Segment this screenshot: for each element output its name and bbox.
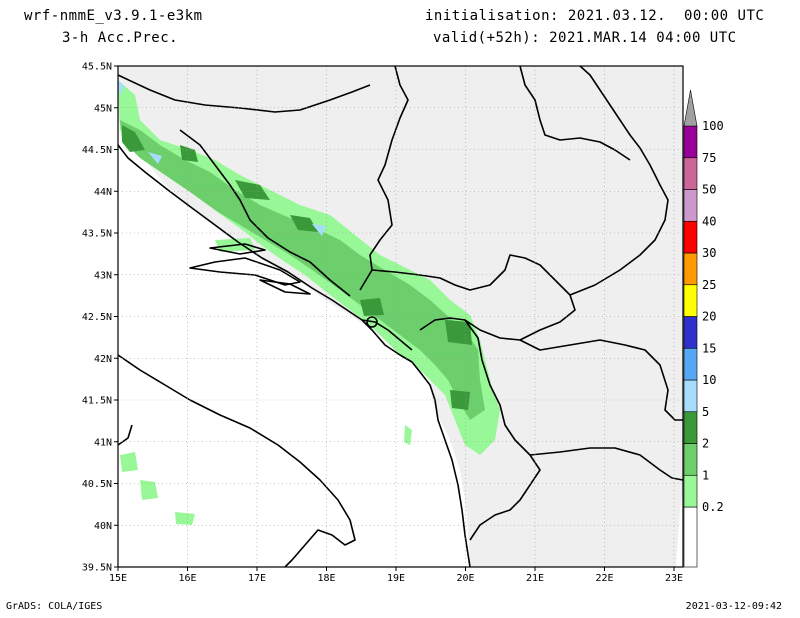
border-serbia-montenegro: [371, 254, 576, 341]
lon-tick-label: 22E: [595, 573, 613, 584]
precip-light-2: [120, 238, 412, 525]
lat-tick-label: 43.5N: [82, 229, 112, 240]
legend-swatch: [683, 474, 698, 508]
island-3: [259, 279, 311, 295]
lat-tick-label: 41N: [94, 437, 112, 448]
lat-tick-label: 42.5N: [82, 312, 112, 323]
lat-tick-label: 44N: [94, 187, 112, 198]
precip-moderate: [120, 120, 485, 420]
legend-label: 10: [702, 373, 716, 387]
borders: [117, 65, 684, 568]
longitude-axis: 15E 16E 17E 18E 19E 20E 21E 22E 23E: [109, 567, 683, 584]
sea-area: [118, 120, 470, 567]
legend-swatch: [683, 379, 698, 413]
init-value: 2021.03.12. 00:00 UTC: [567, 8, 765, 24]
lon-tick-label: 23E: [665, 573, 683, 584]
legend-label: 25: [702, 278, 716, 292]
coastline-west: [117, 144, 471, 568]
precip-fields: [118, 80, 500, 525]
product-name: 3-h Acc.Prec.: [62, 30, 179, 46]
init-label: initialisation:: [425, 8, 559, 24]
legend-label: 75: [702, 151, 716, 165]
border-macedonia-greece: [529, 447, 684, 481]
border-bosnia-croatia: [179, 129, 351, 297]
lon-tick-label: 17E: [248, 573, 266, 584]
border-kosovo-albania: [419, 317, 541, 541]
border-bulgaria: [569, 65, 669, 296]
model-name: wrf-nmmE_v3.9.1-e3km: [24, 8, 203, 24]
border-north: [117, 74, 371, 113]
legend-swatch-above: [683, 89, 698, 127]
legend-label: 50: [702, 183, 716, 197]
latitude-axis: 45.5N 45N 44.5N 44N 43.5N 43N 42.5N 42N 41.5N 41N…: [82, 62, 118, 574]
legend-swatch: [683, 316, 698, 349]
legend-label: 1: [702, 468, 709, 482]
legend-swatch-below: [683, 506, 698, 568]
coastline-italy: [117, 354, 356, 568]
legend-swatch: [683, 443, 698, 476]
lon-tick-label: 15E: [109, 573, 127, 584]
lon-tick-label: 20E: [456, 573, 474, 584]
legend-swatch: [683, 284, 698, 317]
lat-tick-label: 45.5N: [82, 62, 112, 73]
lake-scutari: [366, 316, 378, 328]
lat-tick-label: 41.5N: [82, 396, 112, 407]
lon-tick-label: 18E: [317, 573, 335, 584]
aegean-sea: [676, 490, 683, 567]
legend-swatch: [683, 252, 698, 286]
island-1: [189, 257, 301, 286]
lon-tick-label: 16E: [178, 573, 196, 584]
border-serbia-bosnia: [359, 65, 409, 291]
lon-tick-label: 19E: [387, 573, 405, 584]
legend-label: 100: [702, 119, 724, 133]
lat-tick-label: 43N: [94, 270, 112, 281]
border-macedonia: [519, 339, 683, 421]
legend-label: 40: [702, 214, 716, 228]
precip-water: [118, 80, 326, 236]
legend-swatch: [683, 220, 698, 254]
map-area: [117, 65, 684, 568]
lat-tick-label: 44.5N: [82, 145, 112, 156]
border-montenegro-albania: [361, 319, 413, 351]
lat-tick-label: 45N: [94, 103, 112, 114]
init-time: initialisation: 2021.03.12. 00:00 UTC: [425, 8, 764, 24]
island-2: [209, 243, 266, 255]
border-serbia-east: [519, 65, 631, 161]
legend-label: 30: [702, 246, 716, 260]
lat-tick-label: 40.5N: [82, 479, 112, 490]
legend-swatch: [683, 411, 698, 444]
lon-tick-label: 21E: [526, 573, 544, 584]
valid-label: valid(+52h):: [433, 30, 541, 46]
legend-label: 0.2: [702, 500, 724, 514]
legend-label: 20: [702, 310, 716, 324]
coastline-italy-heel: [117, 424, 133, 446]
legend-swatch: [683, 157, 698, 190]
valid-time: valid(+52h): 2021.MAR.14 04:00 UTC: [433, 30, 737, 46]
lat-tick-label: 39.5N: [82, 563, 112, 574]
legend-swatch: [683, 125, 698, 159]
legend-swatch: [683, 347, 698, 381]
valid-value: 2021.MAR.14 04:00 UTC: [549, 30, 737, 46]
legend-label: 5: [702, 405, 709, 419]
legend-label: 2: [702, 437, 709, 451]
render-timestamp: 2021-03-12-09:42: [685, 601, 782, 612]
lat-tick-label: 40N: [94, 521, 112, 532]
software-credit: GrADS: COLA/IGES: [6, 601, 103, 612]
legend-swatch: [683, 189, 698, 222]
lat-tick-label: 42N: [94, 354, 112, 365]
legend-label: 15: [702, 341, 716, 355]
